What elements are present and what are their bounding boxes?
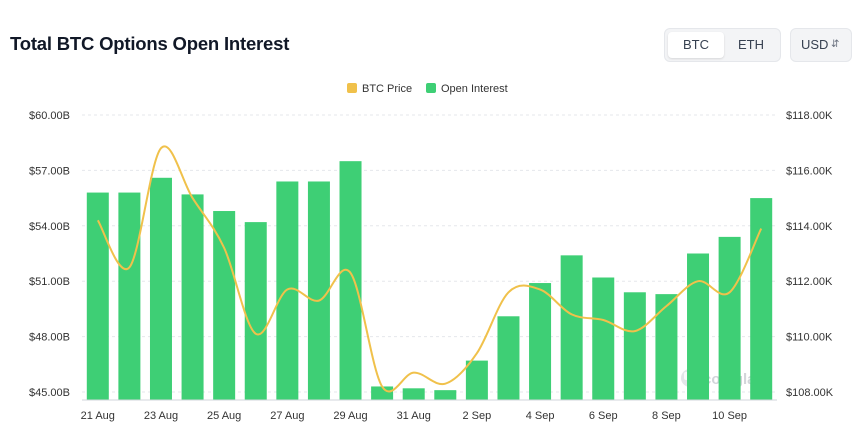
open-interest-bar	[244, 222, 267, 400]
legend-swatch	[347, 83, 357, 93]
open-interest-bar	[655, 294, 678, 400]
asset-toggle: BTC ETH	[664, 28, 781, 62]
x-tick-label: 31 Aug	[397, 410, 431, 422]
x-tick-label: 2 Sep	[463, 410, 492, 422]
open-interest-bar	[118, 192, 141, 400]
open-interest-bar	[402, 388, 425, 400]
y-right-tick-label: $114.00K	[786, 221, 833, 233]
currency-label: USD	[801, 37, 829, 52]
open-interest-bar	[497, 316, 520, 400]
open-interest-bar	[592, 277, 615, 400]
y-left-tick-label: $54.00B	[29, 221, 70, 233]
open-interest-bar	[465, 360, 488, 400]
y-right-tick-label: $116.00K	[786, 165, 833, 177]
chevron-up-down-icon: ⇵	[831, 39, 840, 50]
y-right-tick-label: $110.00K	[786, 332, 833, 344]
btc-price-line-path	[96, 145, 763, 393]
open-interest-bar	[434, 390, 457, 400]
open-interest-bar	[181, 194, 204, 400]
x-tick-label: 29 Aug	[333, 410, 367, 422]
open-interest-bar	[560, 255, 583, 400]
axes: $45.00B $48.00B $51.00B $54.00B $57.00B $60.0…	[29, 110, 834, 422]
open-interest-bars	[86, 161, 773, 400]
page-title: Total BTC Options Open Interest	[10, 33, 290, 54]
y-right-tick-label: $112.00K	[786, 276, 833, 288]
legend: BTC Price Open Interest	[347, 83, 508, 95]
x-tick-label: 8 Sep	[652, 410, 681, 422]
y-left-tick-label: $48.00B	[29, 332, 70, 344]
y-right-tick-label: $118.00K	[786, 110, 833, 122]
x-tick-label: 6 Sep	[589, 410, 618, 422]
x-tick-label: 25 Aug	[207, 410, 241, 422]
legend-swatch	[426, 83, 436, 93]
y-left-tick-label: $60.00B	[29, 110, 70, 122]
y-left-tick-label: $45.00B	[29, 387, 70, 399]
open-interest-bar	[213, 211, 236, 400]
open-interest-bar	[687, 253, 710, 400]
btc-price-line	[96, 145, 763, 393]
asset-eth-button[interactable]: ETH	[738, 37, 764, 52]
x-tick-label: 4 Sep	[526, 410, 555, 422]
legend-label: Open Interest	[441, 83, 508, 95]
open-interest-bar	[529, 283, 552, 400]
open-interest-bar	[371, 386, 394, 400]
open-interest-bar	[339, 161, 362, 400]
legend-label: BTC Price	[362, 83, 412, 95]
open-interest-bar	[86, 192, 109, 400]
asset-btc-button[interactable]: BTC	[668, 32, 724, 58]
open-interest-bar	[149, 177, 172, 400]
x-tick-label: 21 Aug	[81, 410, 115, 422]
open-interest-bar	[718, 236, 741, 400]
currency-select[interactable]: USD ⇵	[790, 28, 852, 62]
y-left-tick-label: $57.00B	[29, 165, 70, 177]
open-interest-bar	[307, 181, 330, 400]
y-left-tick-label: $51.00B	[29, 276, 70, 288]
x-tick-label: 10 Sep	[712, 410, 747, 422]
x-tick-label: 27 Aug	[270, 410, 304, 422]
x-tick-label: 23 Aug	[144, 410, 178, 422]
open-interest-bar	[623, 292, 646, 400]
y-right-tick-label: $108.00K	[786, 387, 834, 399]
open-interest-bar	[750, 198, 773, 400]
open-interest-bar	[276, 181, 299, 400]
